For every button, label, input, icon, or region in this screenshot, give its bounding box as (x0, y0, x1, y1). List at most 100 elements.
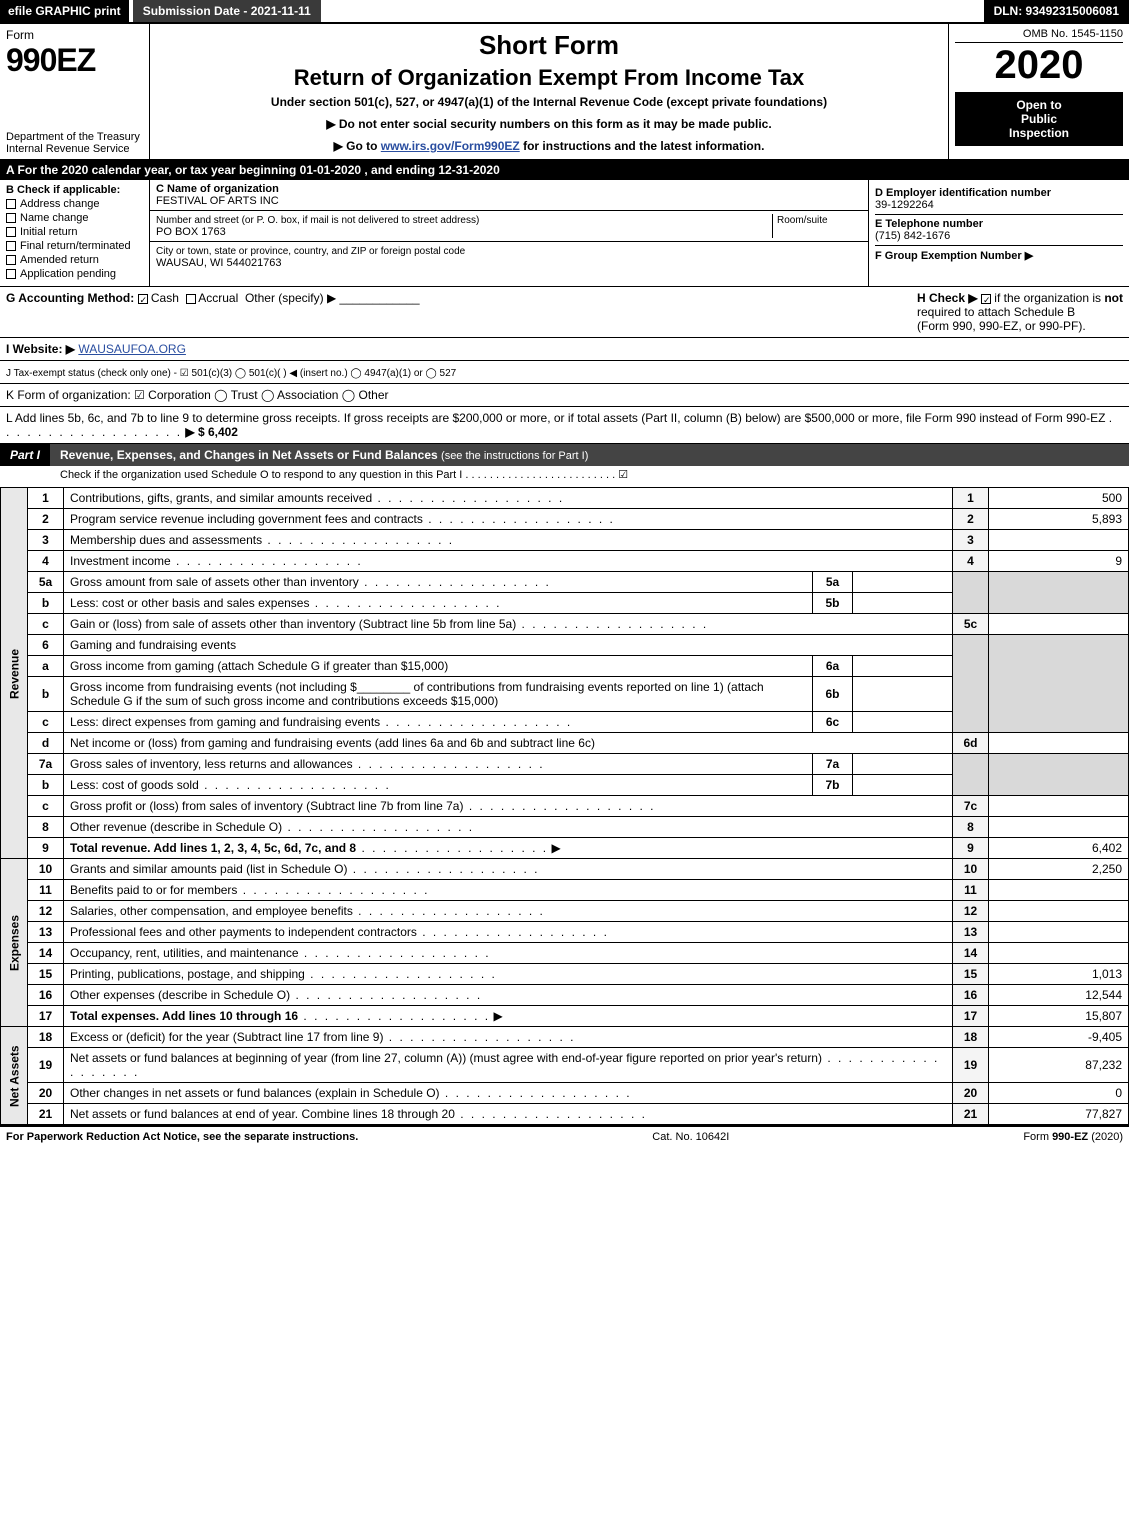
line-desc: Professional fees and other payments to … (64, 922, 953, 943)
k-form-of-org-row: K Form of organization: ☑ Corporation ◯ … (0, 384, 1129, 407)
line-rn: 14 (953, 943, 989, 964)
line-rn: 7c (953, 796, 989, 817)
header-left: Form 990EZ Department of the Treasury In… (0, 24, 150, 159)
line-desc: Less: direct expenses from gaming and fu… (64, 712, 813, 733)
line-num: c (28, 614, 64, 635)
shaded-cell (953, 754, 989, 796)
line-num: 14 (28, 943, 64, 964)
line-num: 21 (28, 1104, 64, 1125)
check-address-change[interactable]: Address change (6, 198, 143, 210)
check-final-return[interactable]: Final return/terminated (6, 240, 143, 252)
efile-print-button[interactable]: efile GRAPHIC print (0, 0, 129, 22)
table-row: 3 Membership dues and assessments 3 (1, 530, 1129, 551)
line-rn: 21 (953, 1104, 989, 1125)
f-label: F Group Exemption Number ▶ (875, 250, 1033, 262)
line-rn: 17 (953, 1006, 989, 1027)
line-desc: Less: cost of goods sold (64, 775, 813, 796)
checkbox-icon (186, 294, 196, 304)
shaded-cell (989, 572, 1129, 614)
line-desc: Net assets or fund balances at end of ye… (64, 1104, 953, 1125)
website-link[interactable]: WAUSAUFOA.ORG (78, 342, 186, 356)
line-num: 8 (28, 817, 64, 838)
part-1-title: Revenue, Expenses, and Changes in Net As… (50, 444, 1129, 466)
line-desc: Net income or (loss) from gaming and fun… (64, 733, 953, 754)
part-1-check-note: Check if the organization used Schedule … (0, 466, 1129, 487)
ein-value: 39-1292264 (875, 199, 934, 211)
header-right: OMB No. 1545-1150 2020 Open to Public In… (949, 24, 1129, 159)
c-name-address-column: C Name of organization FESTIVAL OF ARTS … (150, 180, 869, 286)
table-row: 19 Net assets or fund balances at beginn… (1, 1048, 1129, 1083)
d-label: D Employer identification number (875, 187, 1051, 199)
table-row: 16 Other expenses (describe in Schedule … (1, 985, 1129, 1006)
sub-value (853, 656, 953, 677)
checkbox-icon (6, 213, 16, 223)
check-application-pending[interactable]: Application pending (6, 268, 143, 280)
line-num: 1 (28, 488, 64, 509)
line-desc: Gain or (loss) from sale of assets other… (64, 614, 953, 635)
line-num: b (28, 593, 64, 614)
check-initial-return[interactable]: Initial return (6, 226, 143, 238)
revenue-side-label: Revenue (1, 488, 28, 859)
c-label: C Name of organization (156, 183, 279, 195)
b-label: B Check if applicable: (6, 184, 143, 196)
line-num: 13 (28, 922, 64, 943)
line-amount: 5,893 (989, 509, 1129, 530)
footer-left: For Paperwork Reduction Act Notice, see … (6, 1131, 358, 1143)
checkbox-icon (6, 199, 16, 209)
line-rn: 2 (953, 509, 989, 530)
line-desc: Occupancy, rent, utilities, and maintena… (64, 943, 953, 964)
line-num: b (28, 677, 64, 712)
return-title: Return of Organization Exempt From Incom… (160, 65, 938, 91)
line-rn: 15 (953, 964, 989, 985)
room-label: Room/suite (777, 215, 828, 226)
irs-link[interactable]: www.irs.gov/Form990EZ (381, 139, 520, 153)
shaded-cell (953, 635, 989, 733)
line-desc: Printing, publications, postage, and shi… (64, 964, 953, 985)
table-row: 6 Gaming and fundraising events (1, 635, 1129, 656)
part-1-table: Revenue 1 Contributions, gifts, grants, … (0, 487, 1129, 1125)
line-num: b (28, 775, 64, 796)
sub-label: 7b (813, 775, 853, 796)
part-1-header: Part I Revenue, Expenses, and Changes in… (0, 444, 1129, 466)
table-row: 7a Gross sales of inventory, less return… (1, 754, 1129, 775)
under-section-text: Under section 501(c), 527, or 4947(a)(1)… (160, 95, 938, 109)
line-amount (989, 922, 1129, 943)
org-address: PO BOX 1763 (156, 226, 226, 238)
e-label: E Telephone number (875, 218, 983, 230)
check-name-change[interactable]: Name change (6, 212, 143, 224)
org-name: FESTIVAL OF ARTS INC (156, 195, 279, 207)
line-desc: Other changes in net assets or fund bala… (64, 1083, 953, 1104)
line-rn: 16 (953, 985, 989, 1006)
table-row: 8 Other revenue (describe in Schedule O)… (1, 817, 1129, 838)
sub-label: 6b (813, 677, 853, 712)
line-num: 3 (28, 530, 64, 551)
line-num: 19 (28, 1048, 64, 1083)
line-num: a (28, 656, 64, 677)
check-amended-return[interactable]: Amended return (6, 254, 143, 266)
submission-date-label: Submission Date - 2021-11-11 (133, 0, 321, 22)
section-b-through-f: B Check if applicable: Address change Na… (0, 180, 1129, 287)
checkbox-icon (6, 255, 16, 265)
line-num: 20 (28, 1083, 64, 1104)
shaded-cell (989, 754, 1129, 796)
form-header: Form 990EZ Department of the Treasury In… (0, 24, 1129, 160)
line-rn: 6d (953, 733, 989, 754)
table-row: 13 Professional fees and other payments … (1, 922, 1129, 943)
shaded-cell (989, 635, 1129, 733)
goto-link-line: ▶ Go to www.irs.gov/Form990EZ for instru… (160, 139, 938, 153)
checkbox-icon (6, 269, 16, 279)
i-website-row: I Website: ▶ WAUSAUFOA.ORG (0, 338, 1129, 361)
table-row: 15 Printing, publications, postage, and … (1, 964, 1129, 985)
table-row: 14 Occupancy, rent, utilities, and maint… (1, 943, 1129, 964)
line-amount: 6,402 (989, 838, 1129, 859)
line-desc: Grants and similar amounts paid (list in… (64, 859, 953, 880)
line-desc: Gross amount from sale of assets other t… (64, 572, 813, 593)
line-num: 16 (28, 985, 64, 1006)
line-num: 9 (28, 838, 64, 859)
checkbox-checked-icon: ☑ (618, 469, 628, 481)
row-a-tax-year: A For the 2020 calendar year, or tax yea… (0, 160, 1129, 180)
line-amount: 77,827 (989, 1104, 1129, 1125)
line-num: 6 (28, 635, 64, 656)
line-num: 12 (28, 901, 64, 922)
tax-year: 2020 (955, 43, 1123, 88)
